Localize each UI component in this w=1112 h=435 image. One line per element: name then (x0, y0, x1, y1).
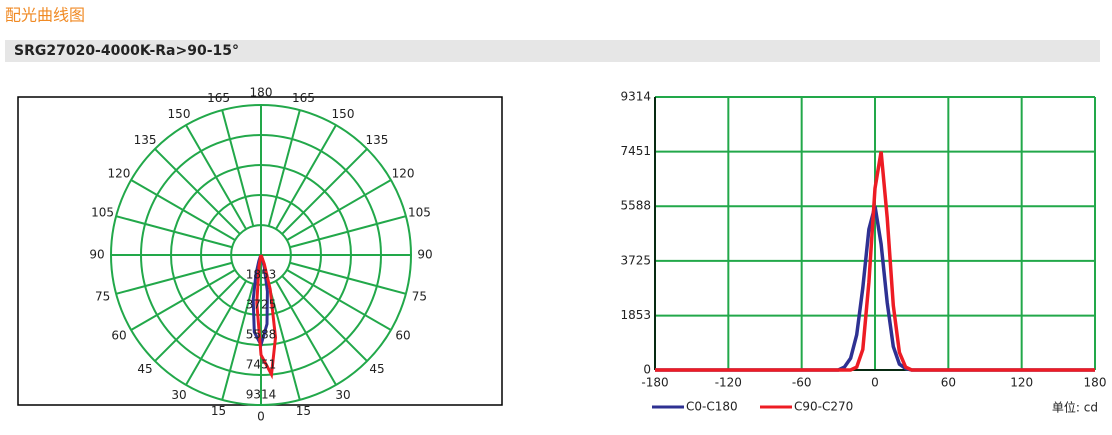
polar-curve (255, 254, 278, 380)
y-tick-label: 1853 (620, 308, 651, 322)
polar-angle-label: 45 (369, 362, 384, 376)
polar-angle-label: 180 (250, 86, 273, 100)
x-tick-label: -180 (641, 376, 668, 390)
polar-angle-label: 135 (366, 133, 389, 147)
polar-angle-label: 60 (395, 329, 410, 343)
polar-ring (230, 224, 292, 286)
polar-angle-label: 120 (392, 167, 415, 181)
page-title: 配光曲线图 (5, 6, 85, 25)
legend-label: C0-C180 (686, 400, 738, 414)
polar-angle-label: 15 (211, 404, 226, 418)
y-tick-label: 7451 (620, 144, 651, 158)
polar-angle-label: 150 (332, 107, 355, 121)
x-tick-label: -120 (715, 376, 742, 390)
polar-angle-label: 135 (134, 133, 157, 147)
polar-angle-label: 0 (257, 410, 265, 424)
x-tick-label: -60 (792, 376, 812, 390)
model-bar (5, 40, 1100, 62)
x-tick-label: 60 (941, 376, 956, 390)
polar-angle-label: 45 (137, 362, 152, 376)
polar-r-label: 9314 (246, 388, 277, 402)
polar-angle-label: 165 (207, 91, 230, 105)
polar-angle-label: 120 (108, 167, 131, 181)
x-tick-label: 0 (871, 376, 879, 390)
y-tick-label: 0 (643, 363, 651, 377)
polar-angle-label: 105 (408, 206, 431, 220)
polar-angle-label: 60 (111, 329, 126, 343)
polar-angle-label: 30 (335, 388, 350, 402)
polar-r-label: 7451 (246, 357, 277, 371)
model-label: SRG27020-4000K-Ra>90-15° (14, 43, 239, 59)
polar-ring (200, 194, 322, 316)
polar-angle-label: 30 (171, 388, 186, 402)
polar-r-label: 5588 (246, 327, 277, 341)
x-tick-label: 120 (1010, 376, 1033, 390)
y-tick-label: 5588 (620, 199, 651, 213)
polar-ring (140, 134, 382, 376)
polar-angle-label: 165 (292, 91, 315, 105)
polar-angle-label: 15 (296, 404, 311, 418)
polar-angle-label: 90 (417, 248, 432, 262)
y-tick-label: 3725 (620, 253, 651, 267)
x-tick-label: 180 (1084, 376, 1107, 390)
polar-angle-label: 105 (91, 206, 114, 220)
line-series (655, 151, 1095, 372)
y-tick-label: 9314 (620, 90, 651, 104)
polar-angle-label: 90 (89, 248, 104, 262)
polar-angle-label: 75 (412, 289, 427, 303)
unit-label: 单位: cd (1052, 400, 1098, 415)
polar-angle-label: 150 (168, 107, 191, 121)
legend-label: C90-C270 (794, 400, 853, 414)
polar-r-label: 3725 (246, 297, 277, 311)
polar-ring (110, 104, 412, 406)
polar-r-label: 1853 (246, 267, 277, 281)
polar-angle-label: 75 (95, 289, 110, 303)
